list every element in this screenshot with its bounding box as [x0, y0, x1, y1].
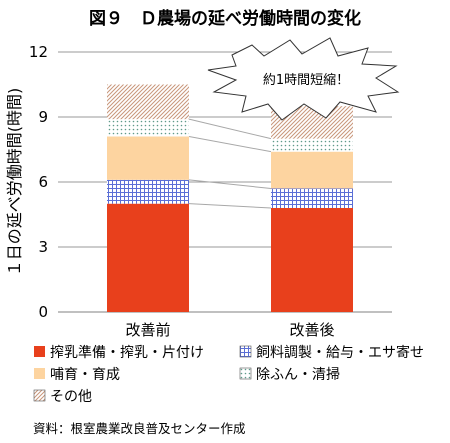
- legend-swatch: [239, 345, 252, 358]
- bar-segment-改善前-3: [107, 119, 189, 137]
- legend-swatch: [33, 389, 46, 402]
- bar-segment-改善前-4: [107, 84, 189, 120]
- legend-label: 搾乳準備・搾乳・片付け: [50, 344, 204, 361]
- bar-segment-改善後-3: [271, 138, 353, 152]
- category-labels: 改善前 改善後: [125, 321, 334, 339]
- legend-label: 除ふん・清掃: [256, 366, 340, 383]
- y-tick-label: 6: [38, 173, 48, 191]
- bar-segment-改善後-1: [271, 188, 353, 208]
- connector-lines: [188, 118, 272, 209]
- legend-swatch: [239, 367, 252, 380]
- y-tick-label: 9: [38, 108, 48, 126]
- bar-segment-改善後-2: [271, 151, 353, 189]
- burst-shape: [207, 37, 400, 121]
- y-tick-labels: 0 3 6 9 12: [29, 43, 48, 321]
- y-tick-label: 3: [38, 238, 48, 256]
- y-tick-label: 0: [38, 303, 48, 321]
- legend-swatch: [34, 368, 45, 379]
- source-note: 資料：根室農業改良普及センター作成: [33, 421, 246, 436]
- series-connector: [188, 203, 272, 209]
- bar-segment-改善後-0: [271, 208, 353, 312]
- category-label: 改善前: [125, 321, 170, 339]
- bar-segment-改善前-0: [107, 203, 189, 312]
- legend-swatch: [34, 346, 45, 357]
- category-label: 改善後: [289, 321, 334, 339]
- chart-title: 図９ Ｄ農場の延べ労働時間の変化: [89, 8, 361, 29]
- series-connector: [188, 136, 272, 153]
- bars: [107, 84, 353, 312]
- series-connector: [188, 118, 272, 140]
- legend-label: 哺育・育成: [50, 367, 120, 383]
- annotation-text: 約1時間短縮！: [263, 72, 349, 88]
- y-tick-label: 12: [29, 43, 48, 61]
- y-axis-label: １日の延べ労働時間(時間): [5, 88, 24, 277]
- bar-segment-改善前-1: [107, 179, 189, 204]
- legend-label: その他: [50, 389, 92, 405]
- series-connector: [188, 179, 272, 189]
- legend-label: 飼料調製・給与・エサ寄せ: [256, 344, 424, 361]
- annotation-burst: 約1時間短縮！: [207, 37, 400, 121]
- bar-segment-改善前-2: [107, 136, 189, 180]
